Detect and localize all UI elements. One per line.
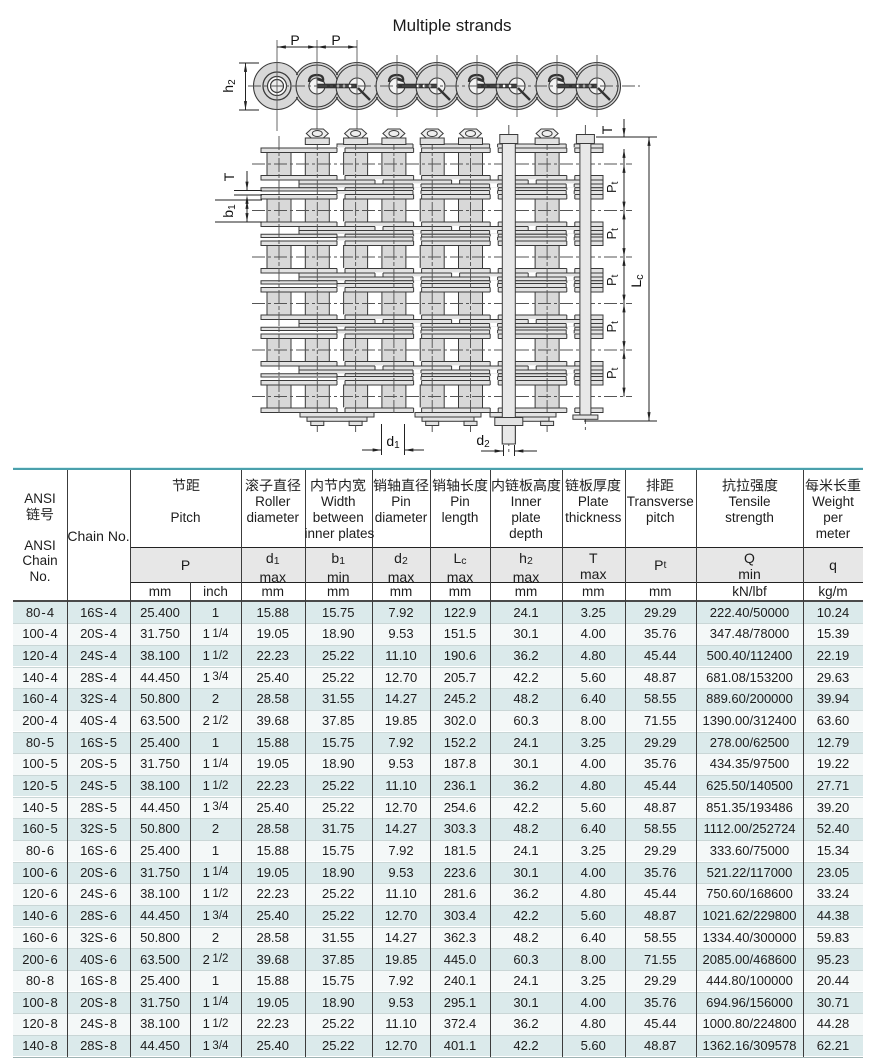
svg-text:Pt: Pt: [604, 321, 621, 333]
svg-text:Pt: Pt: [604, 228, 621, 240]
svg-text:b1: b1: [220, 204, 238, 218]
svg-text:d1: d1: [386, 433, 400, 451]
svg-text:Pt: Pt: [604, 367, 621, 379]
svg-text:h2: h2: [220, 79, 238, 93]
svg-text:T: T: [599, 125, 615, 134]
svg-text:P: P: [290, 32, 299, 48]
svg-text:Pt: Pt: [604, 181, 621, 193]
svg-text:P: P: [331, 32, 340, 48]
svg-text:Pt: Pt: [604, 274, 621, 286]
svg-text:T: T: [221, 172, 237, 181]
svg-text:d2: d2: [476, 432, 490, 450]
svg-text:Lc: Lc: [628, 274, 646, 288]
